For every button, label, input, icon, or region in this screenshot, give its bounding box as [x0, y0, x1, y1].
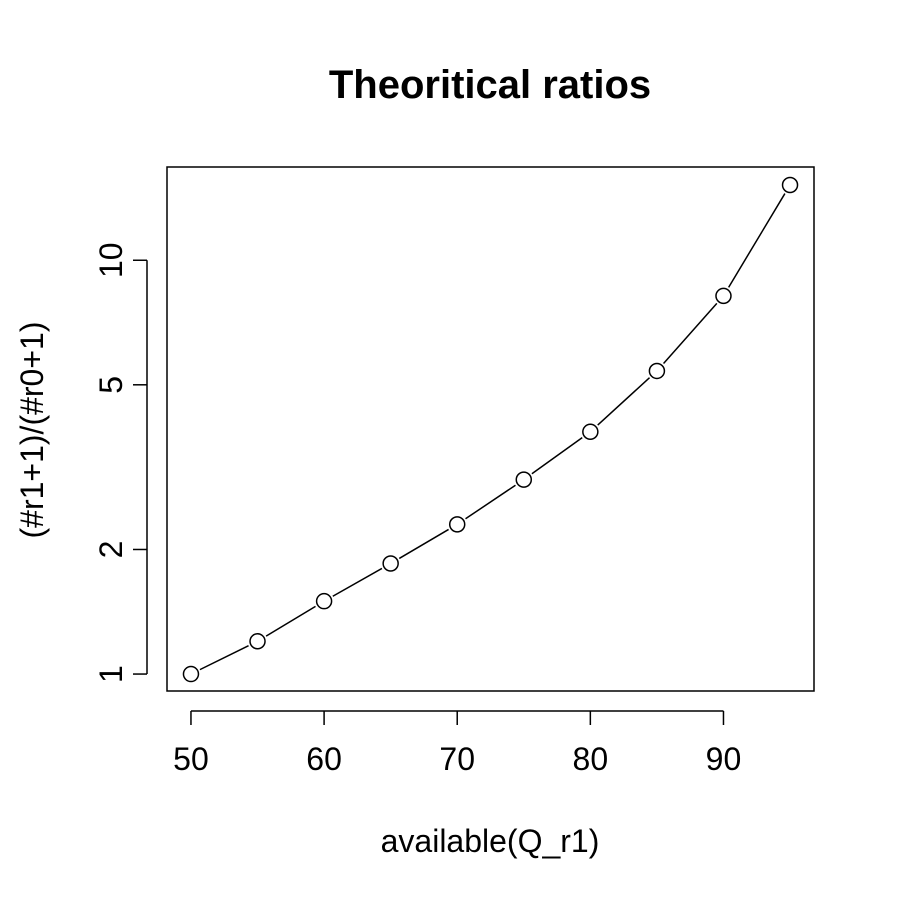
y-tick-label: 10	[93, 242, 129, 278]
x-tick-label: 60	[306, 741, 342, 777]
data-point	[448, 516, 466, 533]
data-point	[315, 592, 333, 610]
x-tick-label: 50	[173, 741, 209, 777]
data-point	[781, 176, 799, 194]
y-axis-label: (#r1+1)/(#r0+1)	[14, 322, 50, 539]
plot-frame	[166, 166, 815, 692]
x-axis: 50 60 70 80 90	[173, 710, 742, 777]
series-segment	[662, 302, 718, 364]
data-point	[182, 665, 200, 683]
data-point	[249, 633, 266, 650]
series-segment	[727, 193, 786, 288]
series-points	[182, 176, 799, 683]
series-segment	[332, 567, 383, 597]
series-segment	[597, 377, 651, 426]
data-point	[715, 287, 732, 305]
series-segment	[398, 528, 449, 560]
y-tick-label: 5	[93, 376, 129, 394]
x-axis-label: available(Q_r1)	[381, 823, 600, 859]
chart-title: Theoritical ratios	[329, 63, 651, 107]
x-tick-label: 80	[573, 741, 609, 777]
series-segment	[465, 484, 516, 520]
series-segment	[531, 437, 583, 475]
x-tick-label: 90	[706, 741, 742, 777]
y-tick-label: 1	[93, 665, 129, 683]
x-tick-label: 70	[439, 741, 475, 777]
series-line	[199, 193, 786, 671]
series-segment	[199, 645, 249, 671]
data-point	[582, 423, 599, 441]
data-point	[648, 362, 666, 380]
data-point	[515, 471, 533, 488]
y-axis: 1 2 5 10	[93, 242, 148, 683]
data-point	[382, 555, 399, 572]
y-tick-label: 2	[93, 541, 129, 559]
series-segment	[265, 605, 316, 637]
